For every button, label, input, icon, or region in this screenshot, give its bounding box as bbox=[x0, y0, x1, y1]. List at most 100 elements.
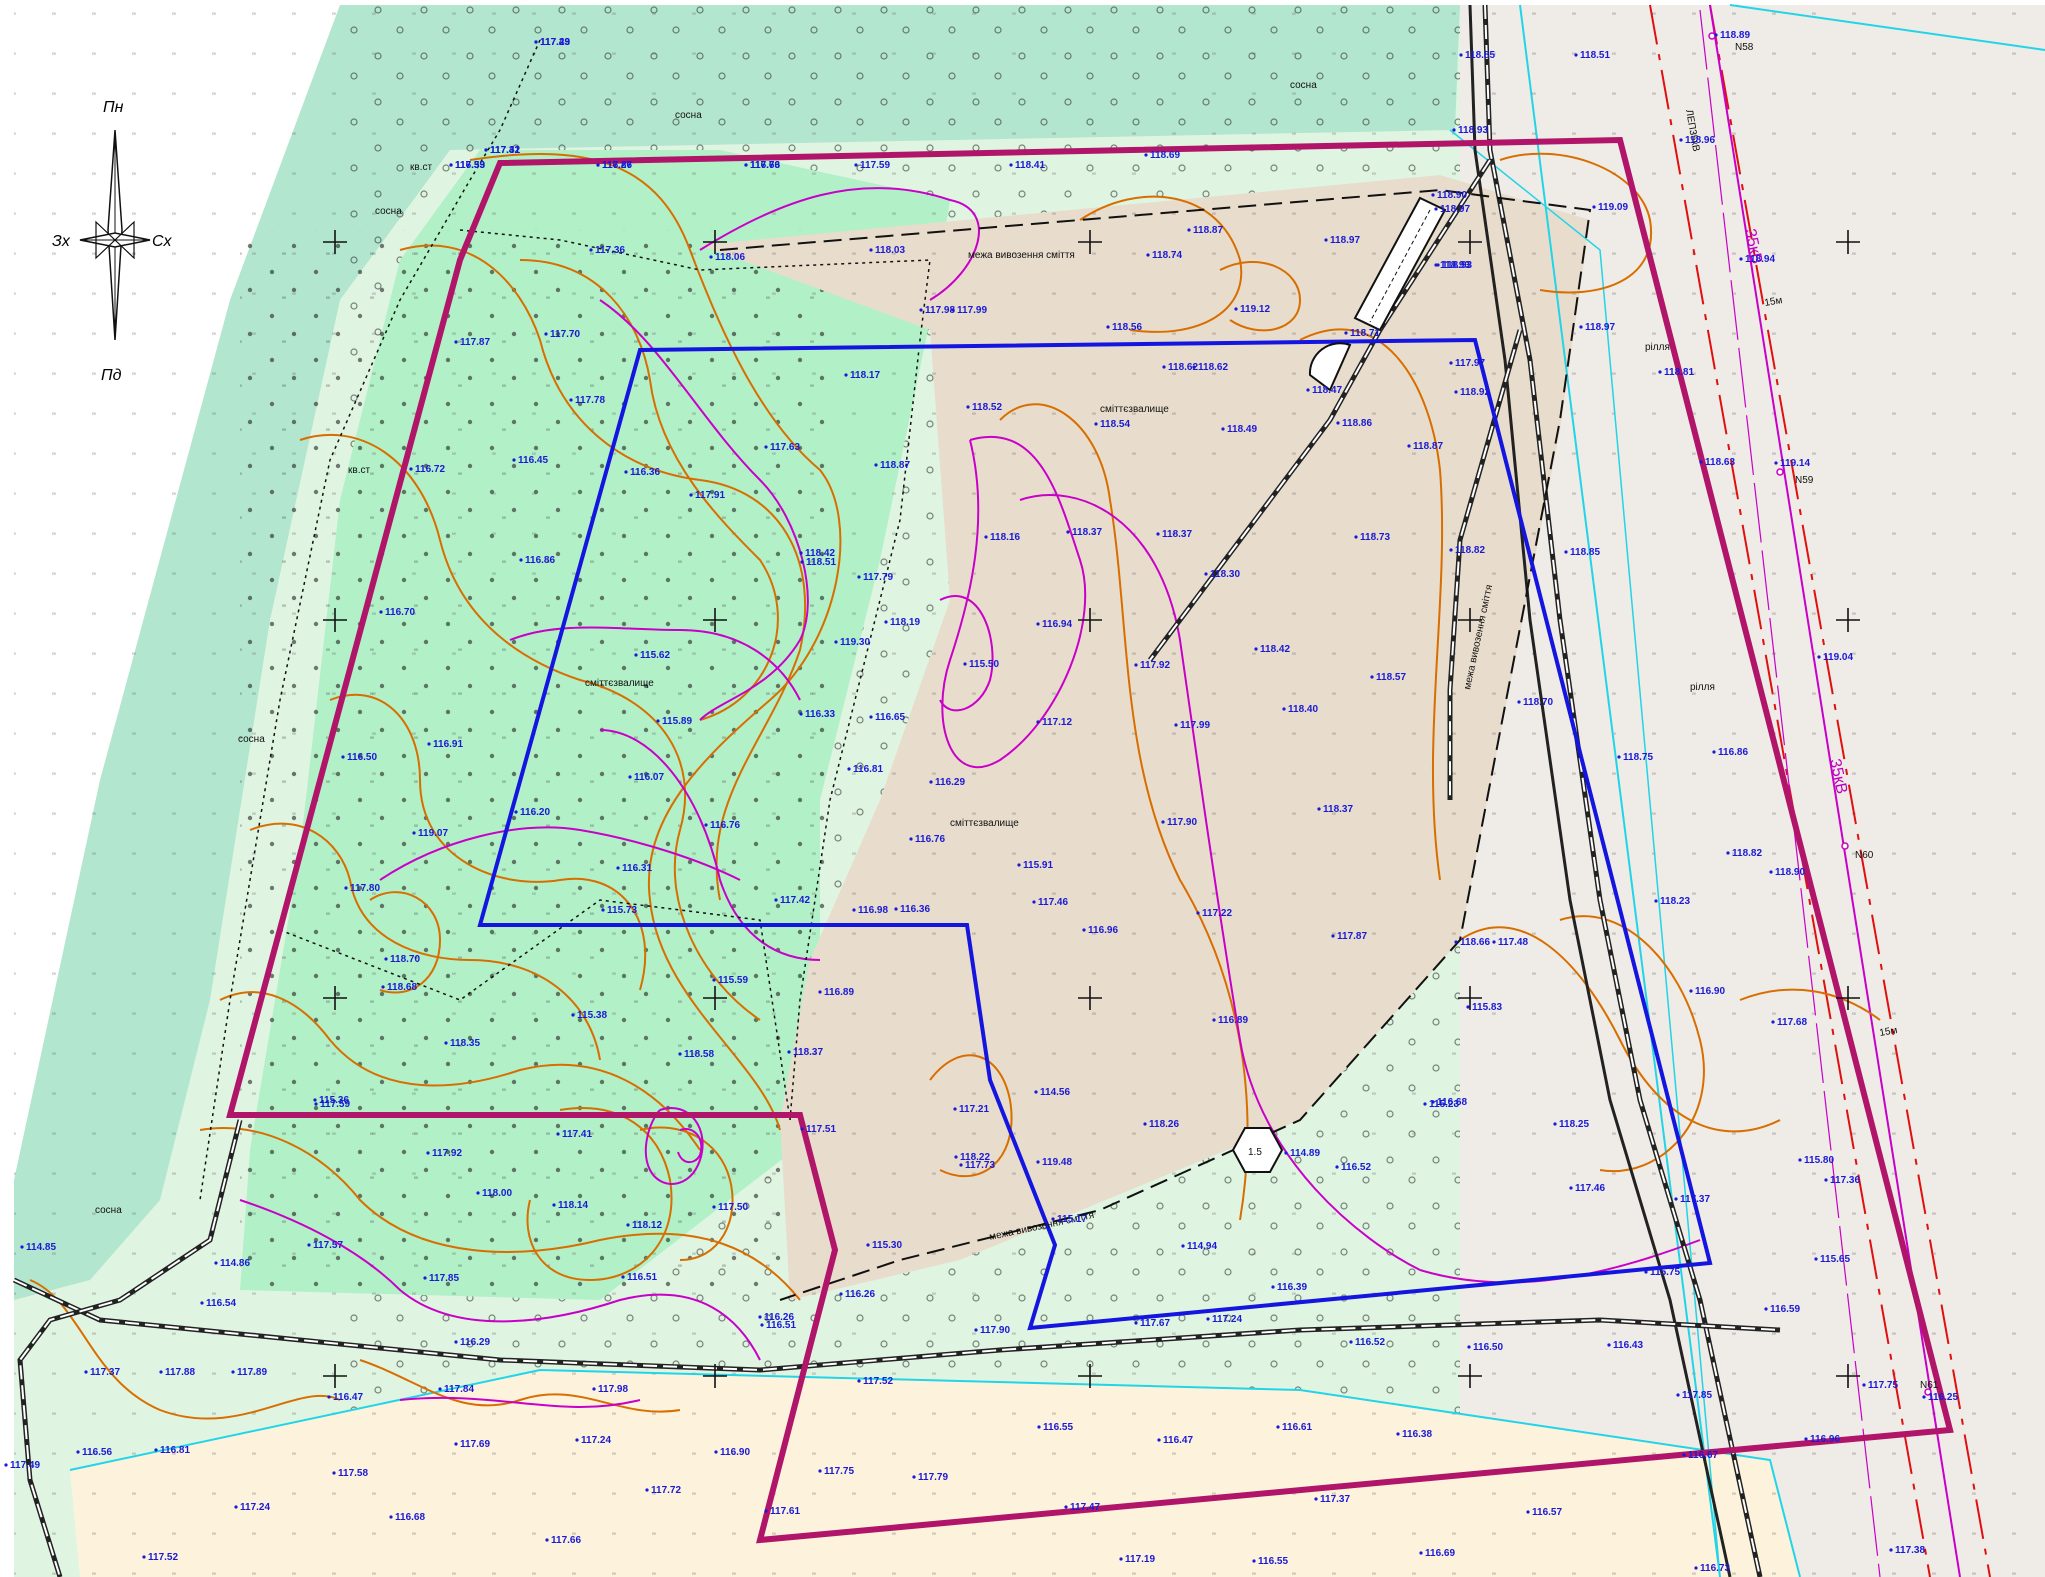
elevation-label: 117.91 bbox=[695, 490, 725, 501]
elevation-dot bbox=[1221, 427, 1225, 431]
elevation-dot bbox=[953, 1107, 957, 1111]
elevation-dot bbox=[800, 1127, 804, 1131]
elevation-dot bbox=[592, 1387, 596, 1391]
elevation-label: 118.82 bbox=[1732, 848, 1762, 859]
elevation-label: 119.12 bbox=[1240, 304, 1270, 315]
elevation-dot bbox=[1252, 1559, 1256, 1563]
elevation-label: 116.57 bbox=[1532, 1507, 1562, 1518]
elevation-label: 118.70 bbox=[390, 954, 420, 965]
elevation-dot bbox=[709, 255, 713, 259]
elevation-label: 119.30 bbox=[840, 637, 870, 648]
elevation-label: 117.76 bbox=[750, 160, 780, 171]
elevation-dot bbox=[1699, 460, 1703, 464]
elevation-label: 116.73 bbox=[1700, 1563, 1730, 1574]
elevation-dot bbox=[712, 1205, 716, 1209]
elevation-dot bbox=[1284, 1151, 1288, 1155]
elevation-label: 117.41 bbox=[562, 1129, 592, 1140]
elevation-label: 117.58 bbox=[338, 1468, 368, 1479]
elevation-label: 115.91 bbox=[1023, 860, 1053, 871]
elevation-label: 118.35 bbox=[450, 1038, 480, 1049]
elevation-dot bbox=[909, 837, 913, 841]
elevation-label: 118.94 bbox=[1745, 254, 1775, 265]
elevation-label: 114.86 bbox=[220, 1258, 250, 1269]
elevation-dot bbox=[1517, 700, 1521, 704]
elevation-label: 114.89 bbox=[1290, 1148, 1320, 1159]
elevation-label: 116.96 bbox=[1088, 925, 1118, 936]
elevation-dot bbox=[857, 1379, 861, 1383]
field-label: рілля bbox=[1690, 682, 1715, 693]
inner-boundary[interactable] bbox=[477, 337, 1713, 1331]
elevation-dot bbox=[959, 1163, 963, 1167]
elevation-label: 116.50 bbox=[1473, 1342, 1503, 1353]
elevation-label: 116.36 bbox=[630, 467, 660, 478]
elevation-dot bbox=[857, 575, 861, 579]
elevation-label: 116.33 bbox=[805, 709, 835, 720]
elevation-label: 117.39 bbox=[455, 160, 485, 171]
elevation-label: 118.52 bbox=[972, 402, 1002, 413]
elevation-label: 116.55 bbox=[1043, 1422, 1073, 1433]
elevation-label: 118.58 bbox=[684, 1049, 714, 1060]
grid-crosses bbox=[323, 230, 1860, 1388]
elevation-dot bbox=[571, 1013, 575, 1017]
elevation-label: 117.52 bbox=[148, 1552, 178, 1563]
elevation-dot bbox=[1814, 1257, 1818, 1261]
elevation-dot bbox=[1804, 1437, 1808, 1441]
elevation-label: 115.23 bbox=[1429, 1099, 1459, 1110]
elevation-dot bbox=[1726, 851, 1730, 855]
elevation-dot bbox=[1066, 530, 1070, 534]
elevation-dot bbox=[1769, 870, 1773, 874]
elevation-label: 118.57 bbox=[1376, 672, 1406, 683]
elevation-label: 115.75 bbox=[1650, 1267, 1680, 1278]
elevation-label: 116.29 bbox=[460, 1337, 490, 1348]
elevation-dot bbox=[1644, 1270, 1648, 1274]
elevation-label: 116.26 bbox=[764, 1312, 794, 1323]
elevation-dot bbox=[1051, 1217, 1055, 1221]
elevation-dot bbox=[800, 560, 804, 564]
elevation-label: 118.74 bbox=[1152, 250, 1182, 261]
elevation-label: 116.07 bbox=[634, 772, 664, 783]
elevation-dot bbox=[438, 1387, 442, 1391]
elevation-label: 116.52 bbox=[1355, 1337, 1385, 1348]
elevation-dot bbox=[1119, 1557, 1123, 1561]
elevation-dot bbox=[1354, 535, 1358, 539]
elevation-dot bbox=[1526, 1510, 1530, 1514]
elevation-dot bbox=[575, 1438, 579, 1442]
elevation-dot bbox=[1739, 257, 1743, 261]
elevation-dot bbox=[1774, 461, 1778, 465]
elevation-label: 118.90 bbox=[1775, 867, 1805, 878]
elevation-dot bbox=[1349, 1340, 1353, 1344]
elevation-label: 118.37 bbox=[1162, 529, 1192, 540]
elevation-label: 116.38 bbox=[1402, 1429, 1432, 1440]
elevation-dot bbox=[966, 405, 970, 409]
elevation-label: 117.24 bbox=[581, 1435, 611, 1446]
elevation-label: 118.93 bbox=[1440, 260, 1470, 271]
elevation-label: 115.80 bbox=[1804, 1155, 1834, 1166]
elevation-label: 116.67 bbox=[1688, 1450, 1718, 1461]
elevation-label: 117.42 bbox=[490, 145, 520, 156]
gauge-marker bbox=[1308, 342, 1352, 392]
cyan-line-south bbox=[69, 1368, 1801, 1577]
elevation-dot bbox=[454, 1442, 458, 1446]
elevation-dot bbox=[200, 1301, 204, 1305]
elevation-label: 117.75 bbox=[824, 1466, 854, 1477]
elevation-label: 117.24 bbox=[240, 1502, 270, 1513]
elevation-dot bbox=[1798, 1158, 1802, 1162]
elevation-label: 117.22 bbox=[1202, 908, 1232, 919]
cyan-line-inner bbox=[1449, 129, 1721, 1577]
elevation-dot bbox=[1579, 325, 1583, 329]
elevation-dot bbox=[1922, 1395, 1926, 1399]
elevation-label: 118.06 bbox=[715, 252, 745, 263]
elevation-dot bbox=[1449, 361, 1453, 365]
boundary-label: межа вивозення сміття bbox=[968, 250, 1075, 261]
elevation-label: 118.75 bbox=[1623, 752, 1653, 763]
elevation-label: 118.12 bbox=[632, 1220, 662, 1231]
elevation-dot bbox=[984, 535, 988, 539]
elevation-dot bbox=[799, 712, 803, 716]
elevation-dot bbox=[1034, 1090, 1038, 1094]
elevation-dot bbox=[1336, 421, 1340, 425]
elevation-label: 117.67 bbox=[1140, 1318, 1170, 1329]
elevation-dot bbox=[1254, 647, 1258, 651]
site-boundary[interactable] bbox=[226, 136, 1954, 1544]
elevation-dot bbox=[874, 463, 878, 467]
